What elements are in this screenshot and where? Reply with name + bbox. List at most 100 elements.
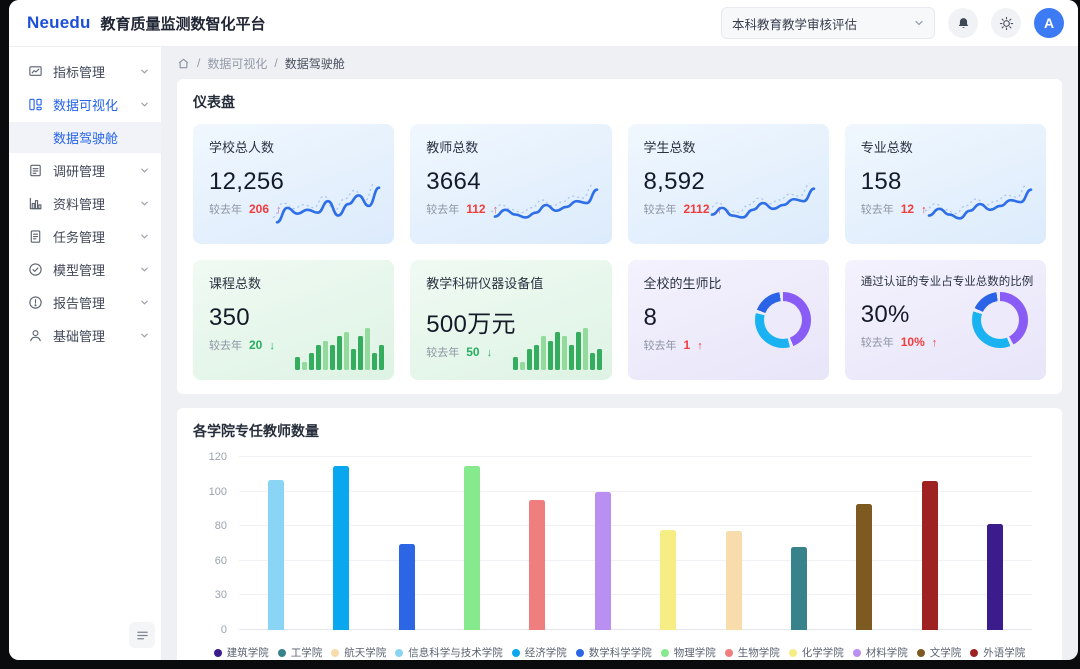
- legend-dot: [724, 648, 733, 657]
- sidebar-item-label: 基础管理: [53, 329, 106, 344]
- y-tick-label: 30: [214, 589, 227, 602]
- compare-label: 较去年: [643, 340, 677, 352]
- stat-card-2: 学生总数 8,592 较去年 2112 ↑: [627, 124, 829, 244]
- legend-label: 化学学院: [801, 647, 844, 659]
- legend-dot: [277, 648, 286, 657]
- chart-bar-工学院[interactable]: [790, 546, 807, 630]
- chevron-down-icon: [140, 67, 149, 76]
- sidebar-item-8[interactable]: 基础管理: [9, 319, 161, 352]
- legend-item-材料学院[interactable]: 材料学院: [852, 645, 908, 660]
- chart-bar-材料学院[interactable]: [594, 491, 611, 630]
- chart-bar-数学科学学院[interactable]: [398, 543, 415, 630]
- theme-toggle-button[interactable]: [991, 8, 1021, 38]
- project-select[interactable]: 本科教育教学审核评估: [721, 7, 935, 39]
- legend-item-数学科学学院[interactable]: 数学科学学院: [575, 645, 652, 660]
- donut-chart: [972, 292, 1028, 348]
- dashboard-section-title: 仪表盘: [193, 94, 235, 110]
- legend-dot: [575, 648, 584, 657]
- legend-dot: [213, 648, 222, 657]
- stat-card-value: 3664: [426, 168, 481, 195]
- sidebar-item-5[interactable]: 任务管理: [9, 220, 161, 253]
- stat-card-delta: 较去年 20 ↓: [209, 337, 380, 353]
- chevron-down-icon: [140, 331, 149, 340]
- legend-dot: [970, 648, 979, 657]
- project-select-value: 本科教育教学审核评估: [732, 17, 858, 32]
- chevron-down-icon: [140, 298, 149, 307]
- notifications-button[interactable]: [948, 8, 978, 38]
- legend-item-生物学院[interactable]: 生物学院: [724, 645, 780, 660]
- legend-label: 信息科学与技术学院: [408, 647, 503, 659]
- stat-card-delta: 较去年 50 ↓: [426, 344, 597, 360]
- chart-bar-外语学院[interactable]: [921, 481, 938, 630]
- delta-value: 10%: [900, 335, 925, 349]
- home-icon[interactable]: [177, 57, 190, 70]
- survey-icon: [27, 163, 43, 179]
- legend-item-外语学院[interactable]: 外语学院: [970, 645, 1025, 660]
- legend-item-航天学院[interactable]: 航天学院: [331, 645, 386, 660]
- sidebar-item-label: 资料管理: [53, 197, 106, 212]
- chevron-down-icon: [140, 265, 149, 274]
- compare-label: 较去年: [209, 204, 242, 216]
- bar-chart: 0 30 60 80 100 120: [193, 451, 1046, 636]
- sidebar-item-6[interactable]: 模型管理: [9, 253, 161, 286]
- stat-card-value: 158: [860, 168, 902, 195]
- delta-value: 112: [466, 202, 486, 216]
- stat-card-delta: 较去年 1 ↑: [644, 337, 815, 353]
- legend-item-化学学院[interactable]: 化学学院: [788, 645, 844, 660]
- sidebar-item-7[interactable]: 报告管理: [9, 286, 161, 319]
- stat-card-title: 全校的生师比: [643, 276, 722, 291]
- chart-bar-文学院[interactable]: [856, 503, 873, 630]
- bell-icon: [956, 16, 971, 31]
- report-icon: [27, 295, 43, 311]
- chart-bar-化学学院[interactable]: [660, 529, 677, 630]
- brand-logo: Neuedu: [27, 13, 91, 32]
- delta-value: 206: [249, 202, 270, 216]
- legend-item-建筑学院[interactable]: 建筑学院: [213, 645, 269, 660]
- stat-card-title: 教学科研仪器设备值: [426, 276, 544, 291]
- sidebar-collapse-button[interactable]: [129, 622, 155, 648]
- legend-item-经济学院[interactable]: 经济学院: [511, 645, 567, 660]
- chart-bar-航天学院[interactable]: [725, 531, 742, 630]
- stat-card-title: 课程总数: [209, 276, 262, 291]
- stat-card-5: 教学科研仪器设备值 500万元较去年 50 ↓: [410, 260, 612, 380]
- sidebar-item-0[interactable]: 指标管理: [9, 55, 161, 88]
- chevron-down-icon: [140, 100, 149, 109]
- legend-item-物理学院[interactable]: 物理学院: [660, 645, 716, 660]
- stat-card-value: 8: [643, 304, 658, 331]
- legend-item-信息科学与技术学院[interactable]: 信息科学与技术学院: [395, 645, 503, 660]
- chart-bar-生物学院[interactable]: [529, 500, 546, 630]
- chart-bar-建筑学院[interactable]: [987, 524, 1004, 630]
- arrow-down-icon: ↓: [486, 347, 493, 359]
- breadcrumb: / 数据可视化 / 数据驾驶舱: [177, 47, 1062, 79]
- donut-chart: [754, 292, 811, 348]
- sidebar-item-1[interactable]: 数据可视化: [9, 88, 161, 121]
- delta-value: 1: [683, 338, 691, 352]
- y-tick-label: 100: [208, 485, 227, 498]
- main-content: / 数据可视化 / 数据驾驶舱 仪表盘 学校总人数 12,256 较去年 206 ↑ 教师…: [161, 47, 1078, 660]
- breadcrumb-item[interactable]: 数据可视化: [207, 56, 268, 71]
- theme-sun-icon: [999, 16, 1014, 31]
- stat-card-value: 12,256: [209, 168, 285, 195]
- stat-card-title: 教师总数: [426, 140, 479, 155]
- sidebar-item-label: 调研管理: [53, 164, 106, 179]
- topbar-actions: 本科教育教学审核评估 A: [721, 7, 1064, 39]
- chart-bar-经济学院[interactable]: [333, 465, 350, 630]
- legend-item-工学院[interactable]: 工学院: [277, 645, 322, 660]
- chart-bar-信息科学与技术学院[interactable]: [267, 479, 284, 630]
- arrow-up-icon: ↑: [492, 204, 499, 216]
- chevron-down-icon: [140, 199, 149, 208]
- stat-card-value: 500万元: [426, 311, 516, 338]
- stat-card-title: 学生总数: [643, 140, 696, 155]
- chart-bar-物理学院[interactable]: [463, 465, 480, 630]
- breadcrumb-separator: /: [197, 56, 201, 70]
- stat-card-title: 学校总人数: [209, 140, 275, 155]
- arrow-up-icon: ↑: [697, 340, 703, 352]
- arrow-up-icon: ↑: [276, 204, 282, 216]
- sidebar: 指标管理 数据可视化 数据驾驶舱调研管理资料管理任务管理 模型管理 报告管理基础管理: [9, 47, 161, 660]
- sidebar-item-4[interactable]: 资料管理: [9, 187, 161, 220]
- sidebar-item-3[interactable]: 调研管理: [9, 154, 161, 187]
- bar-chart-icon: [27, 196, 43, 212]
- sidebar-subitem-2[interactable]: 数据驾驶舱: [9, 122, 161, 153]
- user-avatar[interactable]: A: [1034, 8, 1064, 38]
- legend-item-文学院[interactable]: 文学院: [916, 645, 961, 660]
